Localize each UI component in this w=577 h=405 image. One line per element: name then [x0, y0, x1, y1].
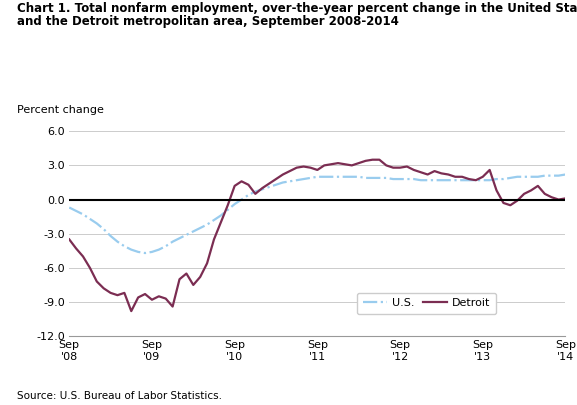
Text: and the Detroit metropolitan area, September 2008-2014: and the Detroit metropolitan area, Septe…	[17, 15, 399, 28]
Line: Detroit: Detroit	[69, 160, 565, 311]
Detroit	[507, 203, 514, 208]
U.S.	[183, 232, 190, 237]
Detroit	[562, 196, 569, 201]
Detroit	[238, 179, 245, 184]
U.S.	[500, 177, 507, 181]
Detroit	[321, 163, 328, 168]
Text: Source: U.S. Bureau of Labor Statistics.: Source: U.S. Bureau of Labor Statistics.	[17, 391, 222, 401]
Detroit	[183, 271, 190, 276]
Text: Chart 1. Total nonfarm employment, over-the-year percent change in the United St: Chart 1. Total nonfarm employment, over-…	[17, 2, 577, 15]
Detroit	[66, 237, 73, 242]
U.S.	[238, 197, 245, 202]
Detroit	[527, 188, 534, 193]
Detroit	[493, 188, 500, 193]
Line: U.S.: U.S.	[69, 175, 565, 253]
Detroit	[128, 309, 134, 313]
U.S.	[520, 174, 527, 179]
Detroit	[369, 157, 376, 162]
U.S.	[66, 205, 73, 210]
U.S.	[486, 178, 493, 183]
Text: Percent change: Percent change	[17, 105, 104, 115]
U.S.	[141, 251, 148, 256]
Legend: U.S., Detroit: U.S., Detroit	[357, 293, 496, 314]
U.S.	[321, 174, 328, 179]
U.S.	[562, 172, 569, 177]
